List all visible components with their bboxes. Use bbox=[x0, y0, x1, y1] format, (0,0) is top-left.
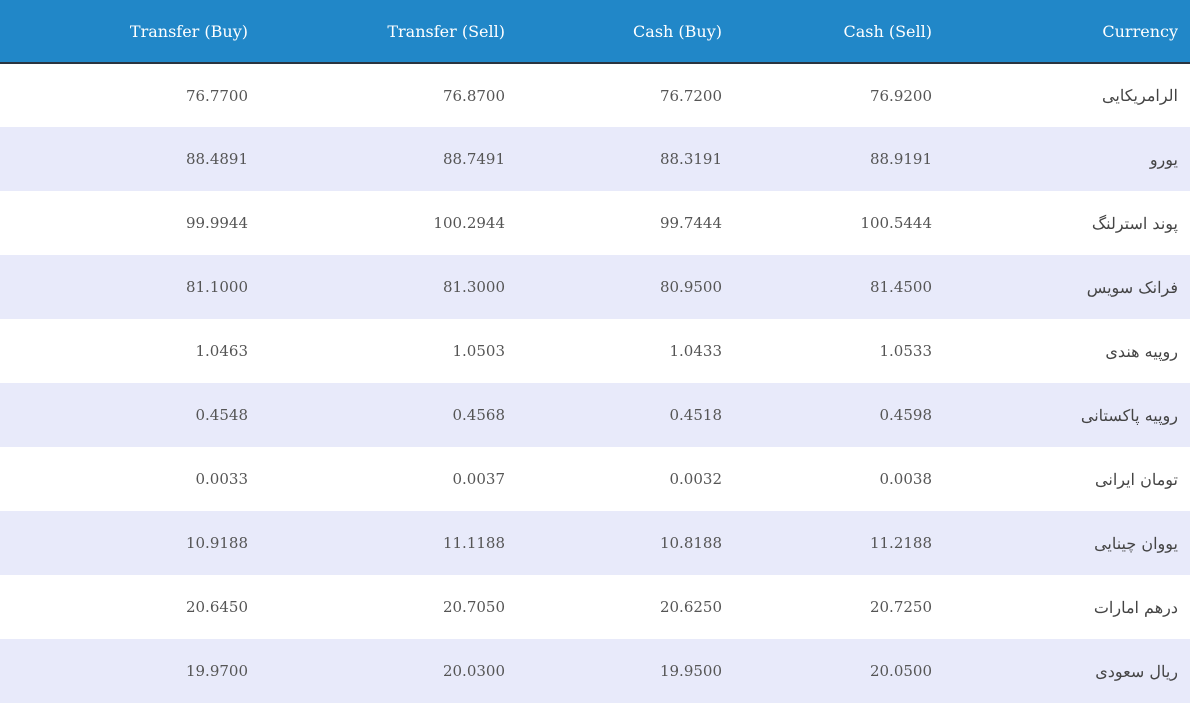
cell-cash-buy: 0.0032 bbox=[669, 470, 723, 488]
cell-transfer-buy: 1.0463 bbox=[195, 342, 249, 360]
cell-currency: یورو bbox=[1149, 149, 1178, 169]
header-row: Transfer (Buy) Transfer (Sell) Cash (Buy… bbox=[0, 0, 1190, 64]
cell-transfer-sell: 1.0503 bbox=[452, 342, 506, 360]
cell-transfer-sell: 11.1188 bbox=[442, 534, 505, 552]
cell-transfer-buy: 99.9944 bbox=[185, 214, 248, 232]
cell-cash-sell: 100.5444 bbox=[860, 214, 932, 232]
table-row: 10.9188 11.1188 10.8188 11.2188 یووان چی… bbox=[0, 511, 1190, 575]
cell-cash-sell: 1.0533 bbox=[879, 342, 933, 360]
cell-cash-buy: 80.9500 bbox=[659, 278, 722, 296]
cell-currency: پوند استرلنگ bbox=[1091, 213, 1178, 233]
table-row: 81.1000 81.3000 80.9500 81.4500 فرانک سو… bbox=[0, 255, 1190, 319]
cell-currency: روپیه پاکستانی bbox=[1080, 405, 1178, 425]
cell-cash-sell: 81.4500 bbox=[869, 278, 932, 296]
cell-cash-buy: 0.4518 bbox=[669, 406, 723, 424]
header-currency[interactable]: Currency bbox=[942, 0, 1190, 64]
table-body: 76.7700 76.8700 76.7200 76.9200 الرامریک… bbox=[0, 63, 1190, 703]
cell-transfer-sell: 20.0300 bbox=[442, 662, 505, 680]
cell-transfer-sell: 100.2944 bbox=[433, 214, 505, 232]
cell-currency: یووان چینایی bbox=[1094, 533, 1178, 553]
cell-cash-buy: 88.3191 bbox=[659, 150, 722, 168]
cell-transfer-buy: 88.4891 bbox=[185, 150, 248, 168]
cell-transfer-buy: 0.0033 bbox=[195, 470, 249, 488]
header-transfer-buy[interactable]: Transfer (Buy) bbox=[0, 0, 258, 64]
cell-transfer-buy: 19.9700 bbox=[185, 662, 248, 680]
cell-cash-sell: 76.9200 bbox=[869, 86, 932, 105]
cell-cash-buy: 19.9500 bbox=[659, 662, 722, 680]
cell-transfer-buy: 10.9188 bbox=[185, 534, 248, 552]
cell-transfer-sell: 88.7491 bbox=[442, 150, 505, 168]
cell-transfer-buy: 81.1000 bbox=[185, 278, 248, 296]
cell-currency: درهم امارات bbox=[1093, 597, 1178, 617]
header-transfer-sell[interactable]: Transfer (Sell) bbox=[258, 0, 515, 64]
cell-cash-buy: 99.7444 bbox=[659, 214, 722, 232]
cell-currency: فرانک سویس bbox=[1086, 277, 1178, 297]
cell-transfer-buy: 76.7700 bbox=[185, 86, 248, 105]
cell-cash-sell: 0.4598 bbox=[879, 406, 933, 424]
cell-currency: الرامریکایی bbox=[1102, 86, 1178, 105]
header-cash-sell[interactable]: Cash (Sell) bbox=[732, 0, 942, 64]
table-row: 1.0463 1.0503 1.0433 1.0533 روپیه هندی bbox=[0, 319, 1190, 383]
cell-cash-sell: 20.7250 bbox=[869, 598, 932, 616]
cell-transfer-sell: 0.0037 bbox=[452, 470, 506, 488]
table-row: 88.4891 88.7491 88.3191 88.9191 یورو bbox=[0, 127, 1190, 191]
table-header: Transfer (Buy) Transfer (Sell) Cash (Buy… bbox=[0, 0, 1190, 64]
cell-transfer-sell: 0.4568 bbox=[452, 406, 506, 424]
table-row: 0.0033 0.0037 0.0032 0.0038 تومان ایرانی bbox=[0, 447, 1190, 511]
cell-transfer-sell: 20.7050 bbox=[442, 598, 505, 616]
header-cash-buy[interactable]: Cash (Buy) bbox=[515, 0, 732, 64]
cell-currency: روپیه هندی bbox=[1105, 341, 1178, 361]
cell-cash-buy: 1.0433 bbox=[669, 342, 723, 360]
cell-transfer-sell: 81.3000 bbox=[442, 278, 505, 296]
cell-cash-buy: 76.7200 bbox=[659, 86, 722, 105]
cell-cash-sell: 0.0038 bbox=[879, 470, 933, 488]
cell-cash-sell: 20.0500 bbox=[869, 662, 932, 680]
table-row: 20.6450 20.7050 20.6250 20.7250 درهم اما… bbox=[0, 575, 1190, 639]
cell-currency: ریال سعودی bbox=[1095, 661, 1178, 681]
cell-transfer-sell: 76.8700 bbox=[442, 86, 505, 105]
table-row: 0.4548 0.4568 0.4518 0.4598 روپیه پاکستا… bbox=[0, 383, 1190, 447]
cell-cash-sell: 11.2188 bbox=[869, 534, 932, 552]
cell-transfer-buy: 0.4548 bbox=[195, 406, 249, 424]
cell-transfer-buy: 20.6450 bbox=[185, 598, 248, 616]
table-row: 19.9700 20.0300 19.9500 20.0500 ریال سعو… bbox=[0, 639, 1190, 703]
cell-cash-buy: 10.8188 bbox=[659, 534, 722, 552]
cell-cash-sell: 88.9191 bbox=[869, 150, 932, 168]
table-row: 99.9944 100.2944 99.7444 100.5444 پوند ا… bbox=[0, 191, 1190, 255]
table-row: 76.7700 76.8700 76.7200 76.9200 الرامریک… bbox=[0, 63, 1190, 127]
cell-currency: تومان ایرانی bbox=[1095, 469, 1178, 489]
cell-cash-buy: 20.6250 bbox=[659, 598, 722, 616]
